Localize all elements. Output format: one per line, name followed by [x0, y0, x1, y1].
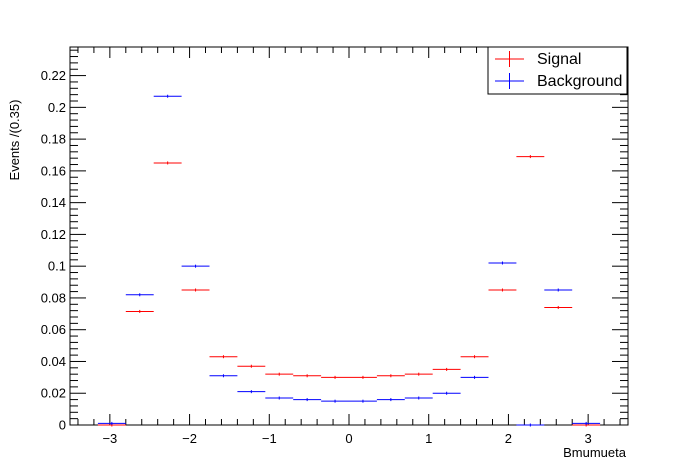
series-signal — [97, 155, 601, 427]
y-tick-label: 0.1 — [48, 259, 66, 274]
x-tick-label: 2 — [505, 431, 512, 446]
x-tick-label: −1 — [262, 431, 277, 446]
y-axis-ticks: 0 0.02 0.04 0.06 0.08 0.1 0.12 0.14 0.16 0.18 0.2 0… — [41, 49, 628, 433]
y-tick-label: 0.02 — [41, 386, 66, 401]
background-point — [265, 396, 294, 400]
signal-point — [293, 374, 322, 378]
signal-point — [125, 309, 154, 313]
signal-point — [544, 305, 573, 309]
y-tick-label: 0.08 — [41, 290, 66, 305]
series-background — [97, 94, 601, 427]
signal-point — [209, 355, 238, 359]
background-point — [293, 398, 322, 402]
signal-point — [153, 161, 182, 165]
signal-point — [321, 375, 349, 379]
y-tick-label: 0.2 — [48, 100, 66, 115]
y-axis-title: Events /(0.35) — [7, 100, 22, 181]
y-tick-label: 0.06 — [41, 322, 66, 337]
background-point — [321, 399, 349, 403]
y-tick-label: 0.22 — [41, 68, 66, 83]
background-point — [349, 399, 377, 403]
x-tick-label: 0 — [345, 431, 352, 446]
series-layer — [97, 94, 601, 427]
background-point — [404, 396, 433, 400]
signal-point — [488, 288, 517, 292]
background-point — [209, 374, 238, 378]
legend-signal-label: Signal — [537, 51, 581, 68]
plot-frame — [69, 46, 629, 426]
y-tick-label: 0 — [59, 418, 66, 433]
y-tick-label: 0.14 — [41, 195, 66, 210]
background-point — [488, 261, 517, 265]
signal-point — [237, 364, 266, 368]
background-point — [432, 391, 461, 395]
signal-point — [516, 155, 545, 159]
signal-point — [376, 374, 405, 378]
legend-signal-marker — [495, 51, 524, 67]
legend-box — [487, 46, 628, 95]
background-point — [460, 375, 489, 379]
y-tick-label: 0.04 — [41, 354, 66, 369]
x-tick-label: 3 — [585, 431, 592, 446]
signal-point — [349, 375, 377, 379]
y-tick-label: 0.18 — [41, 132, 66, 147]
signal-point — [404, 372, 433, 376]
legend-background-marker — [495, 73, 524, 89]
x-axis-ticks: −3 −2 −1 0 1 2 3 — [77, 47, 621, 446]
background-point — [237, 390, 266, 394]
background-point — [572, 421, 601, 425]
legend: Signal Background — [487, 46, 628, 95]
background-point — [544, 288, 573, 292]
background-point — [97, 421, 126, 425]
background-point — [516, 423, 545, 427]
background-point — [153, 94, 182, 98]
y-tick-label: 0.16 — [41, 163, 66, 178]
background-point — [125, 293, 154, 297]
signal-point — [460, 355, 489, 359]
signal-point — [181, 288, 210, 292]
signal-point — [432, 367, 461, 371]
background-point — [376, 398, 405, 402]
legend-background-label: Background — [537, 73, 622, 90]
x-tick-label: −3 — [102, 431, 117, 446]
x-tick-label: 1 — [425, 431, 432, 446]
x-axis-title: Bmumueta — [563, 445, 627, 460]
background-point — [181, 264, 210, 268]
x-tick-label: −2 — [182, 431, 197, 446]
signal-point — [265, 372, 294, 376]
y-tick-label: 0.12 — [41, 227, 66, 242]
